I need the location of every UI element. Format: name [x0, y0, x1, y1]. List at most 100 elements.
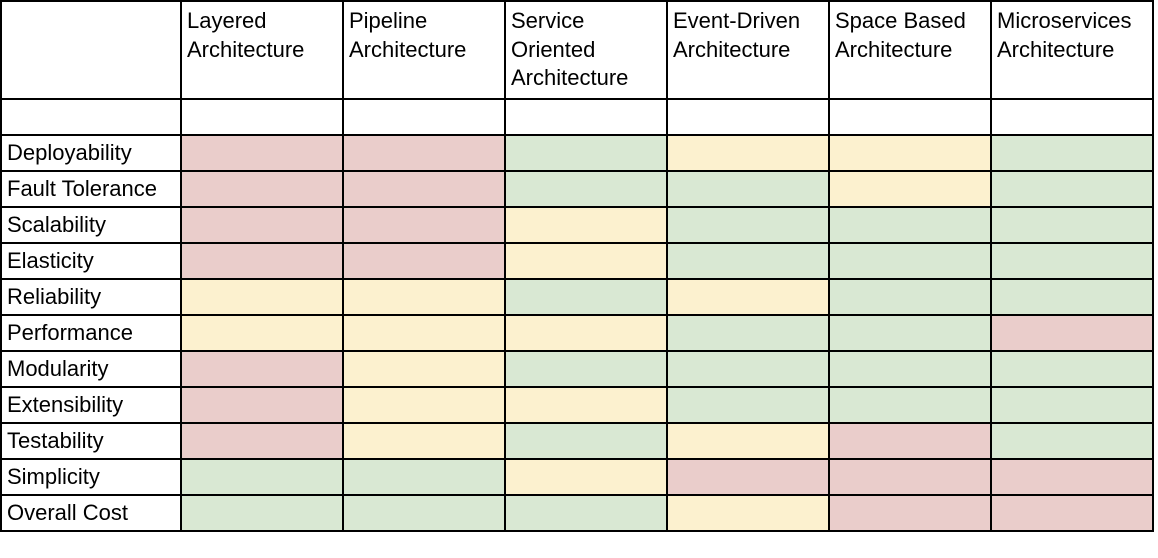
- rating-value: green: [835, 297, 836, 298]
- rating-value: green: [511, 153, 512, 154]
- blank-cell: [180, 98, 344, 136]
- rating-value: green: [511, 369, 512, 370]
- rating-value: green: [511, 297, 512, 298]
- rating-cell: green: [180, 458, 344, 496]
- rating-cell: green: [990, 350, 1154, 388]
- row-label: Modularity: [0, 350, 182, 388]
- rating-value: green: [835, 225, 836, 226]
- blank-cell: [828, 98, 992, 136]
- row-label: Overall Cost: [0, 494, 182, 532]
- column-header-layered: Layered Architecture: [180, 0, 344, 100]
- rating-cell: green: [504, 134, 668, 172]
- rating-value: yellow: [673, 297, 674, 298]
- rating-value: green: [187, 513, 188, 514]
- rating-cell: red: [666, 458, 830, 496]
- table-row: Scalability red red yellow green green green: [0, 206, 1154, 244]
- rating-value: green: [511, 189, 512, 190]
- rating-value: yellow: [187, 297, 188, 298]
- rating-cell: red: [180, 422, 344, 460]
- rating-value: green: [673, 333, 674, 334]
- rating-value: green: [673, 225, 674, 226]
- rating-cell: green: [504, 494, 668, 532]
- rating-cell: red: [990, 494, 1154, 532]
- row-label: Testability: [0, 422, 182, 460]
- rating-cell: yellow: [666, 278, 830, 316]
- rating-value: red: [997, 513, 998, 514]
- rating-value: green: [835, 369, 836, 370]
- rating-value: green: [997, 369, 998, 370]
- rating-cell: yellow: [828, 134, 992, 172]
- row-label: Simplicity: [0, 458, 182, 496]
- header-row: Layered Architecture Pipeline Architectu…: [0, 0, 1154, 100]
- rating-cell: red: [342, 206, 506, 244]
- rating-value: yellow: [511, 477, 512, 478]
- blank-cell: [990, 98, 1154, 136]
- rating-value: green: [835, 405, 836, 406]
- rating-value: yellow: [835, 153, 836, 154]
- rating-value: green: [673, 369, 674, 370]
- rating-cell: red: [342, 170, 506, 208]
- rating-value: red: [187, 153, 188, 154]
- rating-value: green: [997, 297, 998, 298]
- rating-cell: red: [180, 170, 344, 208]
- rating-cell: green: [990, 422, 1154, 460]
- column-header-space-based: Space Based Architecture: [828, 0, 992, 100]
- rating-cell: red: [180, 242, 344, 280]
- rating-cell: yellow: [504, 242, 668, 280]
- rating-cell: green: [666, 170, 830, 208]
- rating-cell: green: [504, 422, 668, 460]
- rating-cell: red: [342, 242, 506, 280]
- rating-value: yellow: [349, 441, 350, 442]
- rating-cell: green: [990, 386, 1154, 424]
- rating-cell: green: [666, 242, 830, 280]
- rating-value: green: [997, 441, 998, 442]
- rating-value: yellow: [835, 189, 836, 190]
- architecture-comparison-table: Layered Architecture Pipeline Architectu…: [0, 0, 1154, 532]
- rating-value: yellow: [511, 261, 512, 262]
- rating-cell: red: [180, 134, 344, 172]
- rating-value: green: [349, 513, 350, 514]
- table-row: Elasticity red red yellow green green green: [0, 242, 1154, 280]
- rating-value: yellow: [349, 333, 350, 334]
- rating-cell: red: [828, 494, 992, 532]
- rating-cell: green: [504, 278, 668, 316]
- rating-cell: green: [828, 206, 992, 244]
- rating-value: red: [349, 261, 350, 262]
- row-label: Scalability: [0, 206, 182, 244]
- rating-value: green: [673, 261, 674, 262]
- rating-value: green: [673, 189, 674, 190]
- rating-value: yellow: [511, 333, 512, 334]
- table-row: Deployability red red green yellow yellow gree…: [0, 134, 1154, 172]
- rating-value: yellow: [511, 405, 512, 406]
- rating-value: yellow: [673, 153, 674, 154]
- rating-value: red: [187, 189, 188, 190]
- rating-value: yellow: [511, 225, 512, 226]
- rating-cell: green: [342, 458, 506, 496]
- rating-cell: green: [828, 314, 992, 352]
- rating-value: red: [349, 189, 350, 190]
- blank-cell: [342, 98, 506, 136]
- rating-value: red: [187, 441, 188, 442]
- row-label: Reliability: [0, 278, 182, 316]
- row-label: Performance: [0, 314, 182, 352]
- rating-cell: yellow: [342, 278, 506, 316]
- rating-value: red: [835, 513, 836, 514]
- corner-cell: [0, 0, 182, 100]
- rating-cell: green: [180, 494, 344, 532]
- rating-value: red: [187, 261, 188, 262]
- rating-value: green: [673, 405, 674, 406]
- rating-cell: green: [828, 386, 992, 424]
- rating-value: green: [511, 441, 512, 442]
- rating-value: red: [349, 225, 350, 226]
- rating-cell: yellow: [504, 206, 668, 244]
- rating-cell: green: [666, 206, 830, 244]
- rating-cell: green: [504, 170, 668, 208]
- rating-value: red: [673, 477, 674, 478]
- table-row: Extensibility red yellow yellow green green gr…: [0, 386, 1154, 424]
- rating-value: green: [997, 153, 998, 154]
- rating-cell: red: [342, 134, 506, 172]
- rating-cell: red: [990, 458, 1154, 496]
- rating-value: yellow: [349, 405, 350, 406]
- rating-cell: red: [180, 350, 344, 388]
- table-row: Performance yellow yellow yellow green green r…: [0, 314, 1154, 352]
